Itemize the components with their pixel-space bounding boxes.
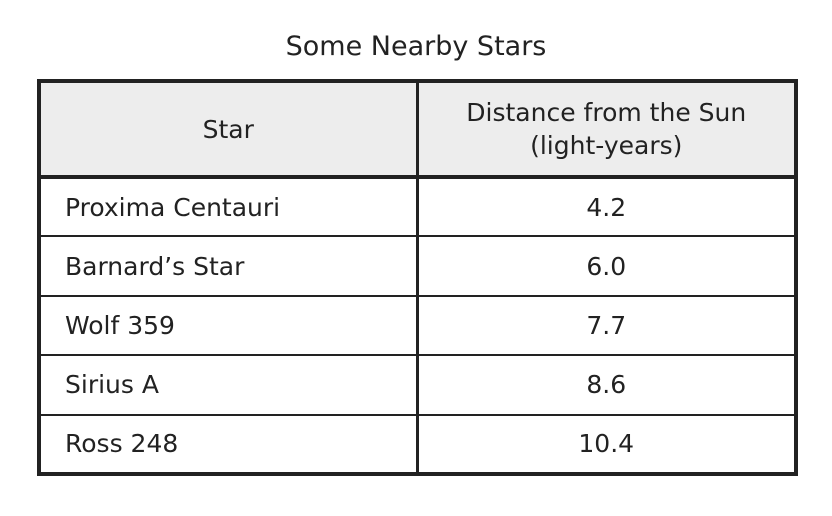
table-row: Sirius A 8.6 (38, 354, 797, 416)
nearby-stars-table: Star Distance from the Sun (light-years)… (37, 79, 798, 476)
distance-cell: 8.6 (416, 354, 797, 416)
table-header-row: Star Distance from the Sun (light-years) (38, 80, 797, 179)
header-distance-label: Distance from the Sun (466, 98, 747, 127)
distance-cell: 4.2 (416, 175, 797, 238)
header-distance: Distance from the Sun (light-years) (416, 80, 797, 179)
table-row: Wolf 359 7.7 (38, 294, 797, 357)
table-row: Barnard’s Star 6.0 (38, 235, 797, 297)
star-name-cell: Proxima Centauri (38, 175, 419, 238)
table-row: Proxima Centauri 4.2 (38, 175, 797, 238)
table-title: Some Nearby Stars (285, 31, 547, 62)
table-row: Ross 248 10.4 (38, 413, 797, 476)
header-distance-unit: (light-years) (530, 131, 683, 160)
star-name-cell: Ross 248 (38, 413, 419, 476)
distance-cell: 7.7 (416, 294, 797, 357)
header-star: Star (38, 80, 419, 179)
star-name-cell: Wolf 359 (38, 294, 419, 357)
distance-cell: 10.4 (416, 413, 797, 476)
star-name-cell: Barnard’s Star (38, 235, 419, 297)
star-name-cell: Sirius A (38, 354, 419, 416)
distance-cell: 6.0 (416, 235, 797, 297)
